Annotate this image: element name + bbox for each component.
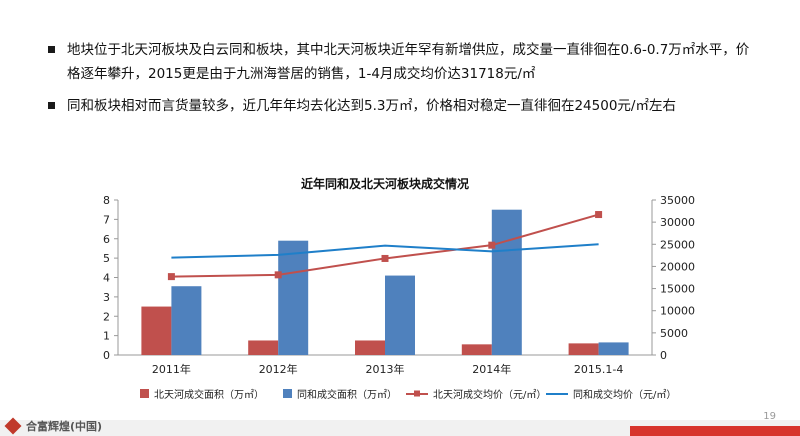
- chart-title: 近年同和及北天河板块成交情况: [301, 176, 469, 191]
- point-beitianhe-price: [488, 241, 496, 249]
- y-right-tick-label: 5000: [660, 327, 688, 340]
- legend-label: 北天河成交均价（元/㎡）: [433, 388, 546, 401]
- footer-logo: 合富辉煌(中国): [4, 417, 103, 435]
- y-right-tick-label: 15000: [660, 283, 695, 296]
- y-right-tick-label: 30000: [660, 216, 695, 229]
- legend-label: 同和成交面积（万㎡）: [297, 388, 397, 401]
- point-beitianhe-price: [167, 273, 175, 281]
- footer-bar: [0, 420, 800, 436]
- bullet-text: 地块位于北天河板块及白云同和板块，其中北天河板块近年罕有新增供应，成交量一直徘徊…: [67, 42, 750, 82]
- y-left-tick-label: 2: [103, 310, 110, 323]
- page-number: 19: [763, 411, 776, 422]
- y-left-tick-label: 4: [103, 272, 110, 285]
- y-right-tick-label: 35000: [660, 194, 695, 207]
- y-right-tick-label: 25000: [660, 238, 695, 251]
- x-tick-label: 2013年: [366, 362, 405, 376]
- legend-label: 同和成交均价（元/㎡）: [573, 388, 676, 401]
- bar-tonghe-area: [598, 342, 629, 355]
- bar-beitianhe-area: [141, 306, 172, 355]
- x-tick-label: 2011年: [152, 362, 191, 376]
- y-left-tick-label: 8: [103, 194, 110, 207]
- y-left-tick-label: 7: [103, 213, 110, 226]
- y-left-tick-label: 5: [103, 252, 110, 265]
- y-left-tick-label: 6: [103, 233, 110, 246]
- legend-swatch: [283, 389, 292, 398]
- y-right-tick-label: 20000: [660, 260, 695, 273]
- y-left-tick-label: 3: [103, 291, 110, 304]
- point-beitianhe-price: [595, 211, 603, 219]
- bullet-square-icon: [48, 46, 55, 53]
- y-right-tick-label: 0: [660, 349, 667, 362]
- legend-label: 北天河成交面积（万㎡）: [154, 388, 264, 401]
- bullet-text: 同和板块相对而言货量较多，近几年年均去化达到5.3万㎡，价格相对稳定一直徘徊在2…: [67, 98, 676, 114]
- bullet-list: 地块位于北天河板块及白云同和板块，其中北天河板块近年罕有新增供应，成交量一直徘徊…: [40, 38, 760, 126]
- x-tick-label: 2012年: [259, 362, 298, 376]
- logo-text: 合富辉煌(中国): [26, 420, 103, 433]
- bar-beitianhe-area: [568, 343, 599, 355]
- y-left-tick-label: 1: [103, 330, 110, 343]
- bar-tonghe-area: [278, 240, 309, 355]
- line-tonghe-price: [171, 243, 599, 259]
- legend-marker: [414, 390, 420, 397]
- bullet-item: 地块位于北天河板块及白云同和板块，其中北天河板块近年罕有新增供应，成交量一直徘徊…: [40, 38, 760, 86]
- bar-beitianhe-area: [461, 344, 492, 355]
- bar-tonghe-area: [491, 209, 522, 355]
- bar-tonghe-area: [385, 275, 415, 355]
- bullet-square-icon: [48, 102, 55, 109]
- bullet-item: 同和板块相对而言货量较多，近几年年均去化达到5.3万㎡，价格相对稳定一直徘徊在2…: [40, 94, 760, 118]
- bar-beitianhe-area: [248, 340, 279, 355]
- y-left-tick-label: 0: [103, 349, 110, 362]
- logo-diamond-icon: [4, 417, 22, 435]
- footer-red-accent: [630, 426, 800, 436]
- x-tick-label: 2014年: [472, 362, 511, 376]
- bar-beitianhe-area: [355, 340, 385, 355]
- point-beitianhe-price: [274, 271, 282, 279]
- y-right-tick-label: 10000: [660, 305, 695, 318]
- legend-swatch: [140, 389, 149, 398]
- x-tick-label: 2015.1-4: [574, 363, 623, 376]
- bar-tonghe-area: [171, 286, 202, 355]
- point-beitianhe-price: [381, 254, 389, 262]
